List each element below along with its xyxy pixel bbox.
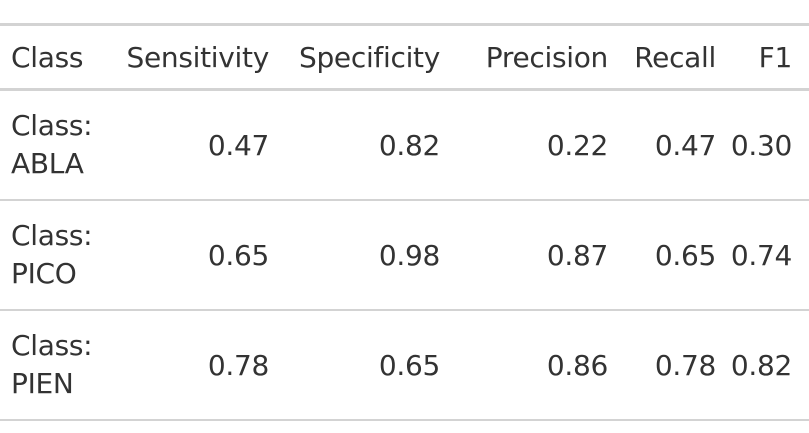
table-row: Class: PICO 0.65 0.98 0.87 0.65 0.74: [0, 200, 809, 311]
metrics-table: Class Sensitivity Specificity Precision …: [0, 26, 809, 421]
f1-cell: 0.30: [730, 89, 809, 201]
header-specificity: Specificity: [278, 26, 458, 91]
class-cell: Class: ABLA: [0, 89, 112, 201]
recall-cell: 0.78: [618, 310, 730, 421]
class-prefix: Class:: [11, 219, 93, 252]
recall-cell: 0.47: [618, 89, 730, 201]
specificity-cell: 0.82: [278, 89, 458, 201]
class-code: PICO: [11, 257, 77, 290]
header-sensitivity: Sensitivity: [112, 26, 278, 91]
sensitivity-cell: 0.47: [112, 89, 278, 201]
f1-cell: 0.82: [730, 310, 809, 421]
table-top-rule: [0, 23, 809, 26]
table-row: Class: PIEN 0.78 0.65 0.86 0.78 0.82: [0, 310, 809, 421]
class-cell: Class: PICO: [0, 200, 112, 311]
header-class: Class: [0, 26, 112, 91]
class-code: ABLA: [11, 147, 84, 180]
precision-cell: 0.87: [458, 200, 618, 311]
class-code: PIEN: [11, 367, 74, 400]
sensitivity-cell: 0.78: [112, 310, 278, 421]
table-row: Class: ABLA 0.47 0.82 0.22 0.47 0.30: [0, 89, 809, 201]
recall-cell: 0.65: [618, 200, 730, 311]
header-recall: Recall: [618, 26, 730, 91]
precision-cell: 0.22: [458, 89, 618, 201]
class-prefix: Class:: [11, 109, 93, 142]
header-precision: Precision: [458, 26, 618, 91]
precision-cell: 0.86: [458, 310, 618, 421]
header-f1: F1: [730, 26, 809, 91]
class-cell: Class: PIEN: [0, 310, 112, 421]
f1-cell: 0.74: [730, 200, 809, 311]
specificity-cell: 0.98: [278, 200, 458, 311]
sensitivity-cell: 0.65: [112, 200, 278, 311]
header-row: Class Sensitivity Specificity Precision …: [0, 26, 809, 91]
class-prefix: Class:: [11, 329, 93, 362]
specificity-cell: 0.65: [278, 310, 458, 421]
